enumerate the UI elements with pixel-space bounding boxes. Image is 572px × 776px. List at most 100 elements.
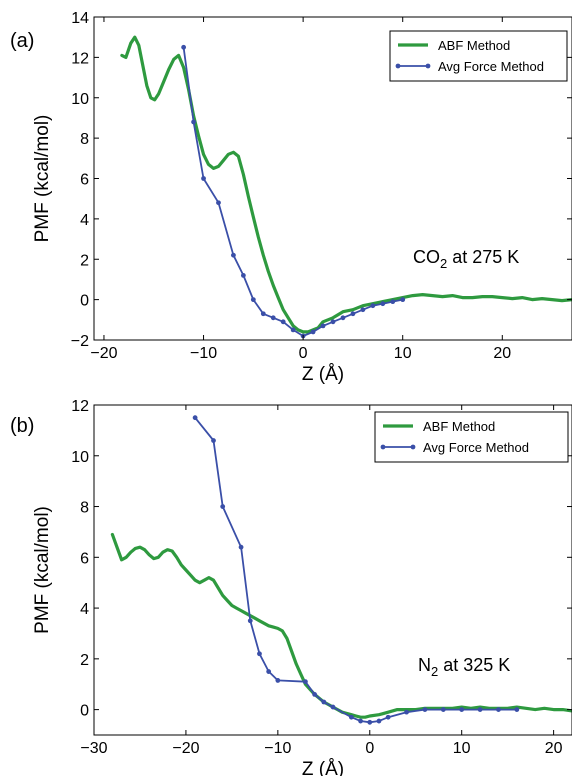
data-point bbox=[250, 297, 256, 303]
data-point bbox=[496, 707, 501, 713]
data-point bbox=[370, 303, 376, 309]
plot-frame bbox=[93, 404, 572, 736]
data-point bbox=[260, 311, 266, 317]
y-tick-label: 2 bbox=[80, 652, 89, 669]
y-axis-title: PMF (kcal/mol) bbox=[32, 115, 53, 243]
data-point bbox=[390, 299, 396, 305]
legend-box bbox=[374, 411, 569, 463]
y-tick-label: 8 bbox=[80, 131, 89, 148]
data-point bbox=[514, 707, 520, 713]
legend: ABF Method Avg Force Method bbox=[389, 30, 568, 82]
x-tick-label: 0 bbox=[365, 740, 374, 757]
y-tick-label: 6 bbox=[80, 550, 89, 567]
data-point bbox=[270, 315, 276, 321]
legend: ABF Method Avg Force Method bbox=[374, 411, 569, 463]
y-tick-label: 4 bbox=[80, 601, 89, 618]
y-tick-label: 10 bbox=[71, 91, 89, 108]
legend-marker bbox=[425, 63, 431, 69]
annotation-species: CO bbox=[413, 247, 440, 267]
data-point bbox=[422, 707, 428, 713]
x-tick-label: −20 bbox=[172, 740, 199, 757]
legend-label: Avg Force Method bbox=[423, 440, 529, 455]
data-point bbox=[310, 329, 316, 335]
data-point bbox=[385, 714, 391, 720]
y-tick-label: 4 bbox=[80, 212, 89, 229]
x-tick-label: 10 bbox=[453, 740, 471, 757]
data-point bbox=[400, 297, 406, 303]
panel-label: (b) bbox=[10, 415, 34, 437]
data-point bbox=[266, 669, 272, 674]
x-tick-label: 10 bbox=[394, 345, 412, 362]
data-point bbox=[303, 679, 308, 685]
series-line-avg-force-method bbox=[182, 46, 404, 337]
series-abf-method bbox=[110, 532, 572, 719]
data-point bbox=[231, 252, 236, 258]
data-point bbox=[380, 301, 386, 307]
data-point bbox=[376, 718, 382, 724]
x-tick-label: −10 bbox=[190, 345, 217, 362]
y-tick-label: 14 bbox=[71, 10, 89, 27]
data-point bbox=[201, 176, 206, 181]
x-tick-label: −10 bbox=[264, 740, 291, 757]
data-point bbox=[211, 438, 216, 443]
data-point bbox=[340, 315, 346, 321]
legend-label: Avg Force Method bbox=[438, 59, 544, 74]
data-point bbox=[477, 707, 483, 713]
chart-panel-b: (b) −30 −20 −10 0 10 20 0 2 4 6 8 10 12 Z (Å) PMF (kcal… bbox=[10, 398, 572, 776]
annotation-label: CO2 at 275 K bbox=[413, 247, 519, 271]
x-tick-label: 20 bbox=[545, 740, 563, 757]
data-point bbox=[348, 714, 354, 720]
x-tick-label: 20 bbox=[493, 345, 511, 362]
annotation-species: N bbox=[418, 655, 431, 675]
x-tick-label: 0 bbox=[299, 345, 308, 362]
annotation-label: N2 at 325 K bbox=[418, 655, 510, 679]
annotation-subscript: 2 bbox=[440, 256, 447, 271]
data-point bbox=[220, 504, 226, 509]
data-point bbox=[459, 707, 465, 713]
data-point bbox=[312, 691, 318, 697]
data-point bbox=[240, 273, 246, 278]
data-point bbox=[247, 618, 253, 624]
data-point bbox=[238, 544, 244, 550]
y-tick-label: 0 bbox=[80, 293, 89, 310]
data-point bbox=[257, 651, 262, 657]
data-point bbox=[290, 327, 296, 333]
legend-marker bbox=[410, 444, 416, 450]
y-tick-label: −2 bbox=[71, 333, 89, 350]
y-tick-label: 12 bbox=[71, 50, 89, 67]
y-tick-label: 12 bbox=[71, 398, 89, 415]
y-axis-title: PMF (kcal/mol) bbox=[32, 506, 53, 634]
x-axis-title: Z (Å) bbox=[302, 759, 344, 776]
series-line-abf-method bbox=[110, 532, 572, 719]
data-point bbox=[367, 719, 373, 725]
x-tick-label: −20 bbox=[90, 345, 117, 362]
annotation-condition: at 325 K bbox=[438, 655, 510, 675]
y-tick-label: 10 bbox=[71, 449, 89, 466]
data-point bbox=[191, 119, 196, 125]
data-point bbox=[280, 319, 286, 325]
data-point bbox=[181, 44, 187, 50]
legend-label: ABF Method bbox=[423, 419, 495, 434]
x-axis-title: Z (Å) bbox=[302, 364, 344, 385]
data-point bbox=[192, 415, 198, 421]
series-line-abf-method bbox=[120, 35, 572, 334]
legend-marker bbox=[395, 63, 401, 69]
series-abf-method bbox=[120, 35, 572, 334]
data-point bbox=[404, 709, 409, 715]
data-point bbox=[358, 718, 363, 724]
data-point bbox=[216, 200, 221, 206]
panel-label: (a) bbox=[10, 30, 34, 52]
data-point bbox=[320, 323, 326, 329]
y-tick-label: 8 bbox=[80, 500, 89, 517]
y-tick-label: 0 bbox=[80, 703, 89, 720]
data-point bbox=[330, 704, 336, 710]
series-line-avg-force-method bbox=[194, 416, 518, 724]
legend-box bbox=[389, 30, 568, 82]
series-avg-force-method bbox=[181, 44, 406, 339]
data-point bbox=[440, 707, 446, 713]
data-point bbox=[321, 699, 327, 705]
legend-label: ABF Method bbox=[438, 38, 510, 53]
legend-marker bbox=[380, 444, 386, 450]
data-point bbox=[275, 678, 281, 683]
